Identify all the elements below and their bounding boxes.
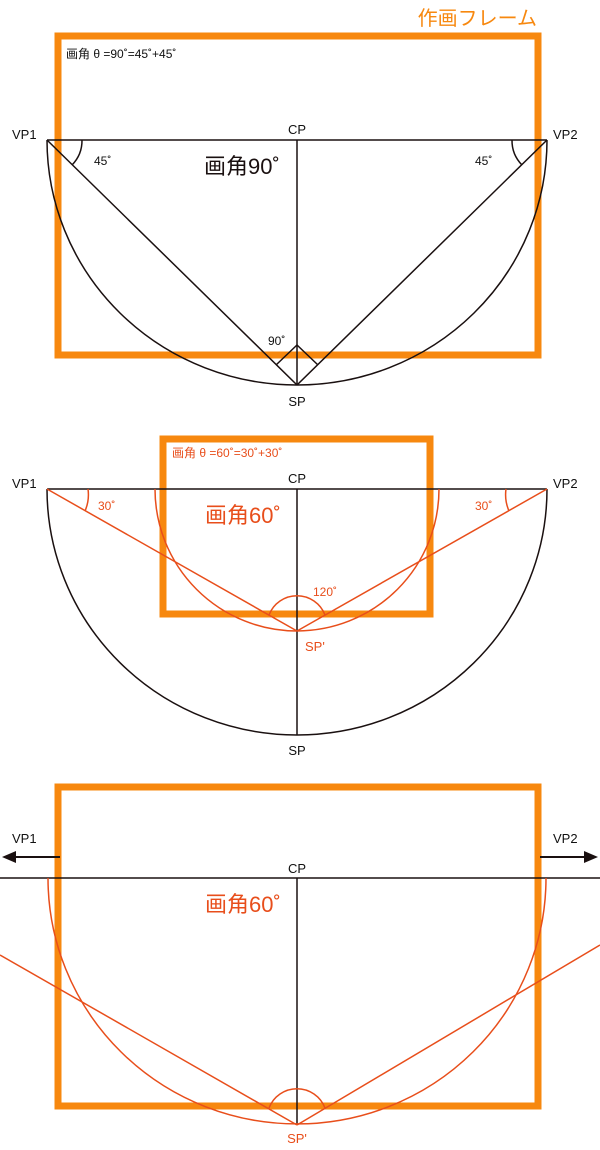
vp2-label-1: VP2 — [553, 127, 578, 142]
formula-label-1: 画角 θ =90˚=45˚+45˚ — [66, 47, 176, 61]
sight-line-left-3 — [0, 954, 298, 1126]
heading-3: 画角60˚ — [205, 892, 281, 917]
right-angle-marker-1 — [275, 343, 319, 366]
vp1-label-2: VP1 — [12, 476, 37, 491]
sp-prime-label-3: SP' — [287, 1131, 307, 1146]
sight-line-right-3 — [296, 944, 600, 1126]
sp-label-1: SP — [288, 394, 305, 409]
angle-label-left-2: 30˚ — [98, 499, 115, 513]
vp1-label-3: VP1 — [12, 831, 37, 846]
angle-label-right-2: 30˚ — [475, 499, 492, 513]
inner-semicircle-3 — [47, 877, 547, 1125]
panel-1: 画角 θ =90˚=45˚+45˚ VP1 VP2 CP SP 45˚ 45˚ … — [12, 32, 578, 409]
panel-2: 画角 θ =60˚=30˚+30˚ VP1 VP2 CP SP SP' 30˚ … — [12, 435, 578, 758]
angle-arc-sp-3 — [268, 1088, 326, 1109]
sight-line-right-1 — [296, 139, 548, 386]
formula-label-2: 画角 θ =60˚=30˚+30˚ — [172, 446, 282, 460]
cp-label-3: CP — [288, 861, 306, 876]
sight-line-right-2 — [296, 488, 548, 632]
arrow-right-icon — [540, 851, 598, 863]
sight-line-left-1 — [46, 139, 298, 386]
frame-rect-1 — [54, 32, 542, 359]
sight-line-left-2 — [46, 488, 298, 632]
panel-3: VP1 VP2 CP SP' 画角60˚ — [0, 783, 600, 1146]
angle-arc-right-2 — [504, 488, 510, 512]
angle-arc-right-1 — [511, 139, 523, 166]
vp1-label-1: VP1 — [12, 127, 37, 142]
angle-arc-left-2 — [84, 488, 90, 512]
angle-label-sp-1: 90˚ — [268, 334, 285, 348]
arrow-left-icon — [2, 851, 60, 863]
angle-label-sp-2: 120˚ — [313, 585, 337, 599]
heading-2: 画角60˚ — [205, 503, 281, 528]
diagram-title: 作画フレーム — [418, 7, 537, 30]
heading-1: 画角90˚ — [204, 154, 280, 179]
vp2-label-2: VP2 — [553, 476, 578, 491]
vp2-label-3: VP2 — [553, 831, 578, 846]
sp-prime-label-2: SP' — [305, 639, 325, 654]
angle-arc-sp-2 — [268, 595, 326, 616]
sp-label-2: SP — [288, 743, 305, 758]
angle-arc-left-1 — [71, 139, 83, 166]
cp-label-1: CP — [288, 122, 306, 137]
angle-label-left-1: 45˚ — [94, 154, 111, 168]
angle-label-right-1: 45˚ — [475, 154, 492, 168]
cp-label-2: CP — [288, 471, 306, 486]
